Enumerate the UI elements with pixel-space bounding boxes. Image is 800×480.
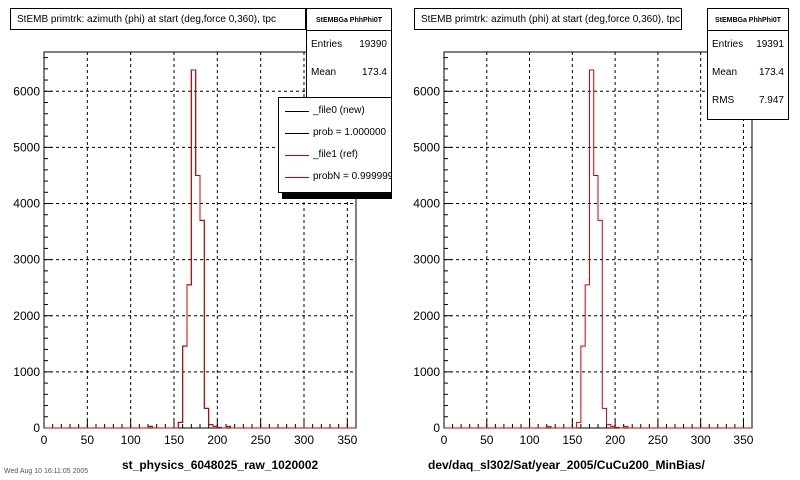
legend-label: _file0 (new) — [313, 105, 365, 116]
stats-value: 19391 — [756, 39, 784, 50]
y-tick-label: 2000 — [413, 309, 440, 323]
x-tick-label: 100 — [520, 433, 540, 447]
stats-header: StEMBGa PhhPhi0T — [708, 9, 788, 31]
x-tick-label: 300 — [691, 433, 711, 447]
x-tick-label: 0 — [441, 433, 448, 447]
stats-value: 19390 — [359, 39, 387, 50]
x-axis-label: dev/daq_sl302/Sat/year_2005/CuCu200_MinB… — [428, 458, 705, 472]
stats-row-rms: RMS 7.947 — [708, 87, 788, 115]
stats-value: 173.4 — [361, 67, 387, 78]
x-tick-label: 250 — [648, 433, 668, 447]
stats-box: StEMBGa PhhPhi0T Entries 19391 Mean 173.… — [707, 8, 789, 120]
x-tick-label: 350 — [733, 433, 753, 447]
histogram-title: StEMB primtrk: azimuth (phi) at start (d… — [10, 8, 306, 30]
stats-label: RMS — [712, 95, 735, 106]
stats-row-mean: Mean 173.4 — [708, 59, 788, 87]
legend-item-file1: _file1 (ref) — [279, 144, 391, 166]
stats-label: Entries — [712, 39, 744, 50]
stats-value: 7.947 — [758, 95, 784, 106]
x-tick-label: 0 — [41, 433, 48, 447]
y-tick-label: 6000 — [413, 84, 440, 98]
x-tick-label: 250 — [251, 433, 271, 447]
legend-label: probN = 0.999999 — [313, 171, 392, 182]
x-tick-label: 200 — [207, 433, 227, 447]
y-tick-label: 1000 — [13, 365, 40, 379]
y-tick-label: 3000 — [13, 253, 40, 267]
y-tick-label: 0 — [433, 421, 440, 435]
x-tick-label: 150 — [164, 433, 184, 447]
x-tick-label: 350 — [337, 433, 357, 447]
y-tick-label: 5000 — [13, 140, 40, 154]
y-tick-label: 3000 — [413, 253, 440, 267]
y-tick-label: 6000 — [13, 84, 40, 98]
y-tick-label: 5000 — [413, 140, 440, 154]
y-tick-label: 1000 — [413, 365, 440, 379]
stats-box: StEMBGa PhhPhi0T Entries 19390 Mean 173.… — [306, 8, 392, 104]
histogram-series-line — [444, 69, 752, 429]
stats-label: Mean — [712, 67, 738, 78]
histogram-title: StEMB primtrk: azimuth (phi) at start (d… — [414, 8, 682, 30]
histogram-panel-right: 0 50 100 150 200 250 300 350 0 1000 2000 3000 4000 50… — [413, 51, 754, 447]
y-tick-label: 4000 — [13, 197, 40, 211]
legend-label: prob = 1.000000 — [313, 127, 387, 138]
histogram-series-line — [44, 69, 356, 429]
x-axis-label: st_physics_6048025_raw_1020002 — [122, 458, 319, 472]
y-tick-label: 2000 — [13, 309, 40, 323]
legend-label: _file1 (ref) — [313, 149, 359, 160]
plot-frame — [443, 51, 753, 429]
x-tick-label: 150 — [562, 433, 582, 447]
stats-row-mean: Mean 173.4 — [307, 59, 391, 87]
stats-header: StEMBGa PhhPhi0T — [307, 9, 391, 31]
legend-item-file0: _file0 (new) — [279, 100, 391, 122]
stats-label: Mean — [311, 67, 337, 78]
y-tick-label: 0 — [33, 421, 40, 435]
legend-item-prob: prob = 1.000000 — [279, 122, 391, 144]
x-tick-label: 200 — [605, 433, 625, 447]
stats-label: Entries — [311, 39, 343, 50]
x-tick-label: 50 — [480, 433, 494, 447]
legend-item-probn: probN = 0.999999 — [279, 166, 391, 188]
footer-timestamp: Wed Aug 10 16:11:05 2005 — [4, 468, 89, 475]
y-tick-label: 4000 — [413, 197, 440, 211]
legend: _file0 (new) prob = 1.000000 _file1 (ref… — [278, 97, 392, 193]
stats-value: 173.4 — [758, 67, 784, 78]
stats-row-entries: Entries 19391 — [708, 31, 788, 59]
x-tick-label: 50 — [81, 433, 95, 447]
stats-row-entries: Entries 19390 — [307, 31, 391, 59]
x-tick-label: 100 — [121, 433, 141, 447]
x-tick-label: 300 — [294, 433, 314, 447]
